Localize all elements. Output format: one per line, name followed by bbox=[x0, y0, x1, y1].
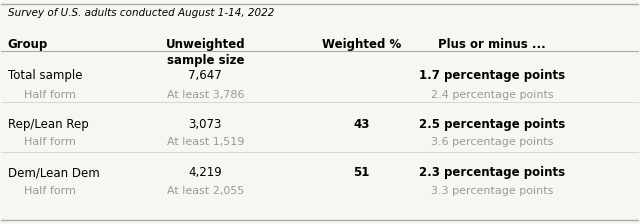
Text: Weighted %: Weighted % bbox=[322, 38, 401, 51]
Text: Plus or minus ...: Plus or minus ... bbox=[438, 38, 546, 51]
Text: 3.6 percentage points: 3.6 percentage points bbox=[431, 138, 553, 147]
Text: 4,219: 4,219 bbox=[188, 166, 222, 179]
Text: Total sample: Total sample bbox=[8, 69, 83, 82]
Text: 1.7 percentage points: 1.7 percentage points bbox=[419, 69, 565, 82]
Text: Rep/Lean Rep: Rep/Lean Rep bbox=[8, 118, 88, 131]
Text: Group: Group bbox=[8, 38, 48, 51]
Text: At least 2,055: At least 2,055 bbox=[166, 186, 244, 196]
Text: 7,647: 7,647 bbox=[188, 69, 222, 82]
Text: Half form: Half form bbox=[24, 90, 76, 100]
Text: Unweighted
sample size: Unweighted sample size bbox=[166, 38, 245, 67]
Text: Half form: Half form bbox=[24, 138, 76, 147]
Text: 3.3 percentage points: 3.3 percentage points bbox=[431, 186, 553, 196]
Text: At least 1,519: At least 1,519 bbox=[166, 138, 244, 147]
Text: At least 3,786: At least 3,786 bbox=[166, 90, 244, 100]
Text: 43: 43 bbox=[353, 118, 370, 131]
Text: 51: 51 bbox=[353, 166, 370, 179]
Text: 2.3 percentage points: 2.3 percentage points bbox=[419, 166, 565, 179]
Text: 3,073: 3,073 bbox=[189, 118, 222, 131]
Text: Half form: Half form bbox=[24, 186, 76, 196]
Text: 2.5 percentage points: 2.5 percentage points bbox=[419, 118, 565, 131]
Text: 2.4 percentage points: 2.4 percentage points bbox=[431, 90, 554, 100]
Text: Dem/Lean Dem: Dem/Lean Dem bbox=[8, 166, 99, 179]
Text: Survey of U.S. adults conducted August 1-14, 2022: Survey of U.S. adults conducted August 1… bbox=[8, 8, 274, 18]
